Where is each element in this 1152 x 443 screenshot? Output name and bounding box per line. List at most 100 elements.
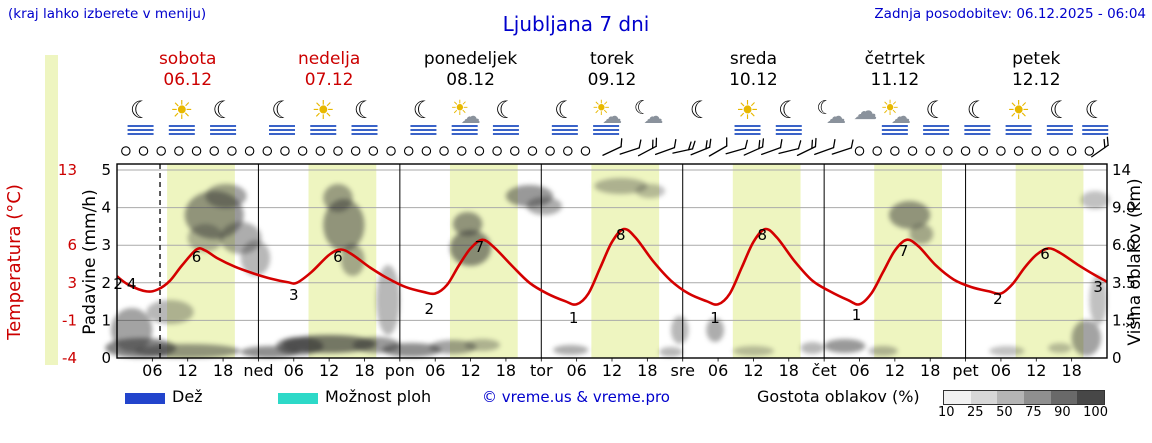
svg-text:☾: ☾ (554, 96, 576, 124)
calm-wind-circle (280, 146, 290, 156)
x-hour-label: 06 (708, 361, 728, 380)
temp-value-label: 8 (757, 226, 767, 244)
x-hour-label: 18 (779, 361, 799, 380)
calm-wind-circle (996, 146, 1006, 156)
fog-stripe (210, 125, 237, 127)
svg-text:☾: ☾ (130, 96, 152, 124)
calm-wind-circle (403, 146, 414, 156)
cloud-blob (553, 345, 589, 355)
x-hour-label: 18 (354, 361, 374, 380)
svg-text:☁: ☁ (602, 104, 622, 128)
precip-axis-tick: 4 (101, 199, 111, 217)
cloud-blob (659, 347, 683, 357)
fog-stripe (310, 125, 337, 127)
cloud-blob (240, 240, 271, 276)
cloud-blob (868, 346, 898, 356)
calm-wind-circle (333, 146, 343, 156)
calm-wind-circle (350, 146, 361, 156)
temp-value-label: 3 (289, 286, 299, 304)
svg-text:☾: ☾ (495, 96, 517, 124)
cloud-blob (146, 300, 194, 324)
moon-icon: ☾ (351, 96, 378, 135)
cloud-blob (670, 316, 689, 344)
calm-wind-circle (563, 146, 573, 156)
gradient-segment (1050, 391, 1078, 404)
fog-stripe (1046, 133, 1073, 135)
calm-wind-circle (580, 146, 591, 156)
calm-wind-circle (1049, 146, 1059, 156)
cloud-density-legend-label: Gostota oblakov (%) (757, 387, 920, 406)
temp-axis-title: Temperatura (°C) (4, 184, 25, 341)
x-hour-label: 06 (991, 361, 1011, 380)
gradient-tick-label: 25 (967, 405, 984, 420)
copyright-link[interactable]: © vreme.us & vreme.pro (482, 388, 670, 406)
day-name: četrtek (865, 49, 926, 69)
fog-stripe (351, 125, 378, 127)
day-name: sreda (730, 49, 777, 69)
gradient-segment (970, 391, 998, 404)
last-update-timestamp: Zadnja posodobitev: 06.12.2025 - 06:04 (874, 6, 1146, 22)
calm-wind-circle (174, 146, 184, 156)
wind-barb (814, 138, 836, 156)
temp-value-label: 6 (192, 248, 202, 266)
temp-value-label: 2 (113, 275, 123, 293)
x-day-label: tor (530, 361, 553, 380)
day-name: sobota (159, 49, 217, 69)
fog-stripe (734, 125, 761, 127)
day-date: 12.12 (1012, 70, 1061, 90)
day-date: 10.12 (729, 70, 778, 90)
fog-stripe (210, 129, 237, 131)
temp-value-label: 6 (1040, 245, 1050, 263)
fog-stripe (551, 125, 578, 127)
fog-stripe (451, 125, 478, 127)
day-date: 08.12 (446, 70, 495, 90)
calm-wind-circle (386, 146, 396, 156)
calm-wind-circle (244, 146, 255, 156)
svg-text:☾: ☾ (212, 96, 234, 124)
temp-value-label: 8 (616, 226, 626, 244)
sun-icon: ☀ (1005, 96, 1032, 135)
calm-wind-circle (854, 146, 865, 156)
cloud-density-gradient-ticks: 10 25 50 75 90 100 (938, 405, 1108, 420)
calm-wind-circle (439, 146, 449, 156)
fog-stripe (593, 125, 620, 127)
cloud-blob (594, 178, 648, 194)
calm-wind-circle (527, 146, 538, 156)
day-name: petek (1012, 49, 1060, 69)
fog-stripe (310, 129, 337, 131)
svg-text:☾: ☾ (634, 97, 651, 119)
calm-wind-circle (262, 146, 273, 156)
moon-icon: ☾ (964, 96, 991, 135)
cloud-axis-tick: 14 (1112, 161, 1131, 179)
cloud-blob (732, 346, 775, 356)
cloud-axis-tick: 1.5 (1112, 311, 1136, 329)
x-hour-label: 12 (319, 361, 339, 380)
fog-stripe (593, 129, 620, 131)
calm-wind-circle (872, 146, 882, 156)
fog-stripe (492, 125, 519, 127)
temp-value-label: 2 (424, 300, 434, 318)
sun-icon: ☀ (734, 96, 761, 135)
calm-wind-circle (191, 146, 202, 156)
moon-icon: ☾ (690, 96, 712, 124)
gradient-tick-label: 100 (1083, 405, 1108, 420)
cloud-blob (382, 343, 442, 357)
precip-axis-tick: 2 (101, 274, 111, 292)
wind-barb (796, 137, 817, 157)
calm-wind-circle (1084, 146, 1095, 156)
fog-stripe (351, 129, 378, 131)
temp-value-label: 7 (899, 242, 909, 260)
temp-axis-tick: 13 (58, 161, 77, 179)
precip-axis-tick: 3 (101, 236, 111, 254)
day-name: nedelja (298, 49, 360, 69)
wind-barb (1091, 136, 1109, 158)
svg-text:☁: ☁ (826, 104, 846, 128)
fog-stripe (210, 133, 237, 135)
svg-text:☁: ☁ (891, 104, 911, 128)
svg-text:☾: ☾ (354, 96, 376, 124)
cloud-blob (323, 184, 353, 212)
svg-text:☀: ☀ (1007, 96, 1030, 126)
calm-wind-circle (474, 146, 485, 156)
fog-stripe (1005, 125, 1032, 127)
wind-barb (690, 138, 712, 156)
